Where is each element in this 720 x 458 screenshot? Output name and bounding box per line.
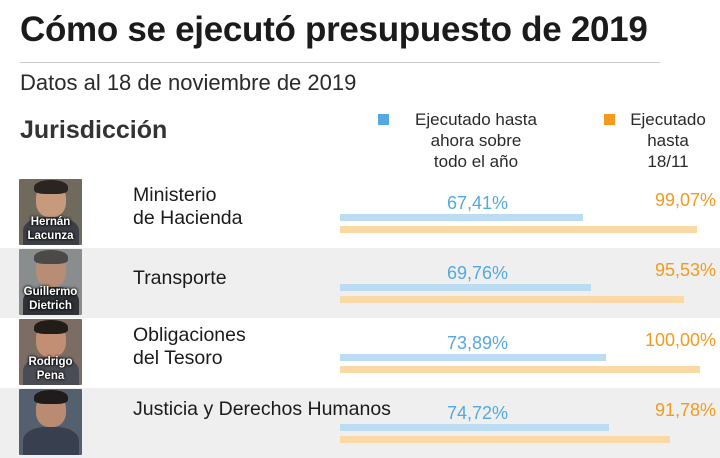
to-date-value-label: 95,53% (654, 260, 716, 280)
chart-title: Cómo se ejecutó presupuesto de 2019 (20, 10, 648, 49)
jurisdiction-label: Justicia y Derechos Humanos (133, 398, 391, 420)
to-date-value-label: 99,07% (654, 190, 716, 210)
to-date-value-label: 91,78% (654, 400, 716, 420)
annual-bar (340, 354, 606, 361)
jurisdiction-row: Guillermo Dietrich Transporte 69,76% 95,53% (0, 248, 720, 318)
official-photo: Guillermo Dietrich (19, 249, 82, 315)
jurisdiction-label: Transporte (133, 267, 227, 289)
jurisdiction-label: Ministerio de Hacienda (133, 184, 243, 229)
annual-value-label: 73,89% (447, 333, 509, 353)
jurisdiction-row: Rodrigo Pena Obligaciones del Tesoro 73,89… (0, 318, 720, 388)
to-date-bar (340, 226, 697, 233)
official-photo: Rodrigo Pena (19, 319, 82, 385)
official-photo (19, 389, 82, 455)
jurisdiction-header: Jurisdicción (20, 116, 168, 144)
to-date-bar (340, 366, 700, 373)
legend-annual-label: Ejecutado hasta ahora sobre todo el año (415, 110, 537, 171)
official-name: Guillermo Dietrich (23, 286, 78, 312)
jurisdiction-row: Justicia y Derechos Humanos 74,72% 91,78% (0, 388, 720, 458)
legend-to-date-label: Ejecutado hasta 18/11 (630, 110, 706, 171)
to-date-value-label: 100,00% (644, 330, 716, 350)
annual-bar (340, 424, 609, 431)
legend-to-date-swatch (604, 114, 615, 125)
annual-bar (340, 284, 592, 291)
official-name: Rodrigo Pena (28, 356, 73, 382)
jurisdiction-label: Obligaciones del Tesoro (133, 324, 246, 369)
annual-value-label: 67,41% (447, 193, 509, 213)
jurisdiction-row: Hernán Lacunza Ministerio de Hacienda 67,4… (0, 178, 720, 248)
annual-value-label: 69,76% (447, 263, 509, 283)
title-divider (20, 62, 660, 63)
legend-annual-swatch (378, 114, 389, 125)
to-date-bar (340, 436, 671, 443)
to-date-bar (340, 296, 684, 303)
official-photo: Hernán Lacunza (19, 179, 82, 245)
chart-subtitle: Datos al 18 de noviembre de 2019 (20, 70, 357, 95)
annual-value-label: 74,72% (447, 403, 509, 423)
official-name: Hernán Lacunza (27, 216, 74, 242)
annual-bar (340, 214, 583, 221)
